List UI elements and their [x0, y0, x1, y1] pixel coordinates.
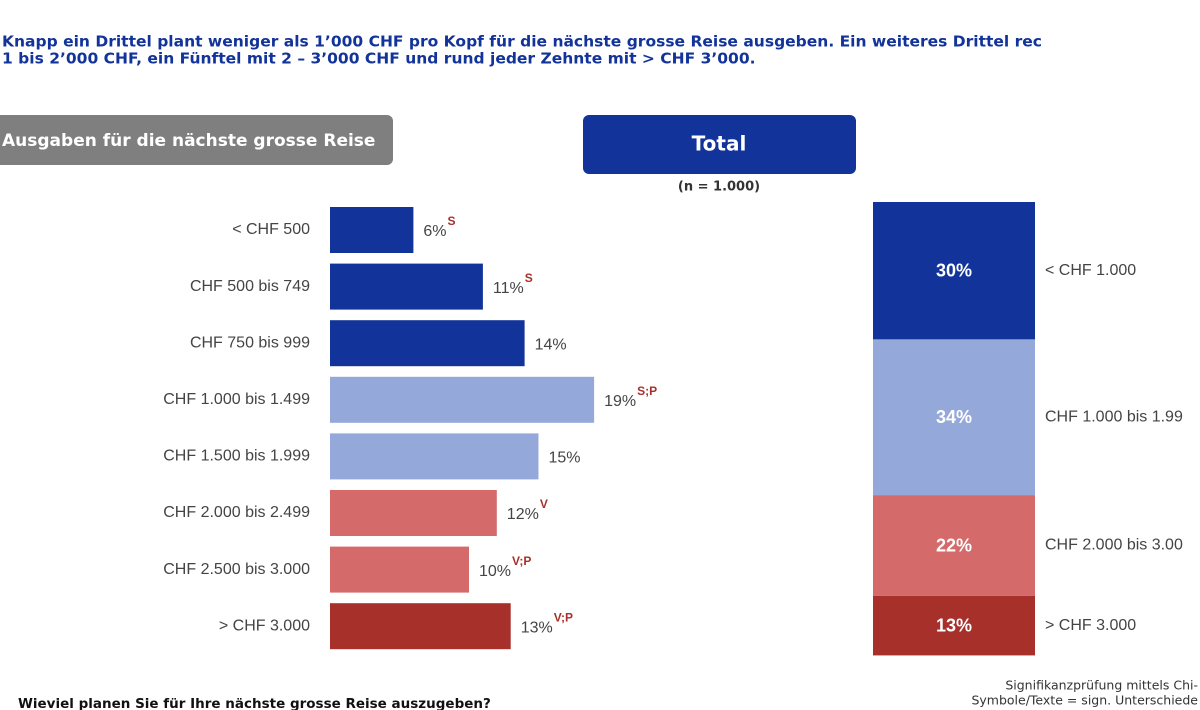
- significance-mark: S: [448, 214, 456, 228]
- category-label: CHF 1.500 bis 1.999: [163, 448, 310, 465]
- segment-label: 22%: [936, 535, 972, 555]
- significance-mark: V;P: [554, 610, 573, 624]
- legend-label: CHF 1.000 bis 1.99: [1045, 408, 1183, 425]
- section-label: Ausgaben für die nächste grosse Reise: [2, 131, 375, 151]
- sample-note: (n = 1.000): [678, 180, 760, 195]
- segment-label: 13%: [936, 615, 972, 635]
- section-box: [0, 115, 393, 165]
- stack-segment: [873, 202, 1035, 340]
- category-label: CHF 500 bis 749: [190, 278, 310, 295]
- title-line: 1 bis 2’000 CHF, ein Fünftel mit 2 – 3’0…: [2, 50, 756, 68]
- footnote: Signifikanzprüfung mittels Chi-: [1005, 678, 1198, 693]
- category-label: CHF 2.000 bis 2.499: [163, 504, 310, 521]
- value-label: 15%: [549, 450, 581, 467]
- category-label: CHF 1.000 bis 1.499: [163, 391, 310, 408]
- category-label: CHF 2.500 bis 3.000: [163, 561, 310, 578]
- bar: [330, 546, 469, 593]
- category-label: < CHF 500: [232, 221, 310, 238]
- category-label: > CHF 3.000: [219, 617, 310, 634]
- stack-segment: [873, 339, 1035, 496]
- bar: [330, 320, 525, 367]
- footnote: Symbole/Texte = sign. Unterschiede: [971, 693, 1198, 708]
- bar: [330, 263, 483, 310]
- value-label: 14%: [535, 336, 567, 353]
- question: Wieviel planen Sie für Ihre nächste gros…: [18, 696, 491, 710]
- value-label: 12%: [507, 506, 539, 523]
- significance-mark: S: [525, 271, 533, 285]
- panel-title: Total: [692, 132, 747, 156]
- bar: [330, 207, 414, 253]
- bar: [330, 490, 497, 536]
- category-label: CHF 750 bis 999: [190, 334, 310, 351]
- significance-mark: V: [540, 497, 548, 511]
- value-label: 11%: [493, 280, 524, 297]
- value-label: 13%: [521, 619, 553, 636]
- panel-box: [583, 115, 856, 174]
- stack-segment: [873, 595, 1035, 656]
- legend-label: > CHF 3.000: [1045, 617, 1136, 634]
- significance-mark: S;P: [637, 384, 657, 398]
- value-label: 10%: [479, 563, 511, 580]
- legend-label: < CHF 1.000: [1045, 262, 1136, 279]
- title-line: Knapp ein Drittel plant weniger als 1’00…: [2, 33, 1042, 51]
- value-label: 19%: [604, 393, 636, 410]
- significance-mark: V;P: [512, 554, 531, 568]
- bar: [330, 603, 511, 650]
- value-label: 6%: [423, 223, 446, 240]
- stack-segment: [873, 495, 1035, 596]
- legend-label: CHF 2.000 bis 3.00: [1045, 537, 1183, 554]
- segment-label: 30%: [936, 260, 972, 280]
- bar: [330, 433, 539, 480]
- segment-label: 34%: [936, 407, 972, 427]
- bar: [330, 376, 595, 423]
